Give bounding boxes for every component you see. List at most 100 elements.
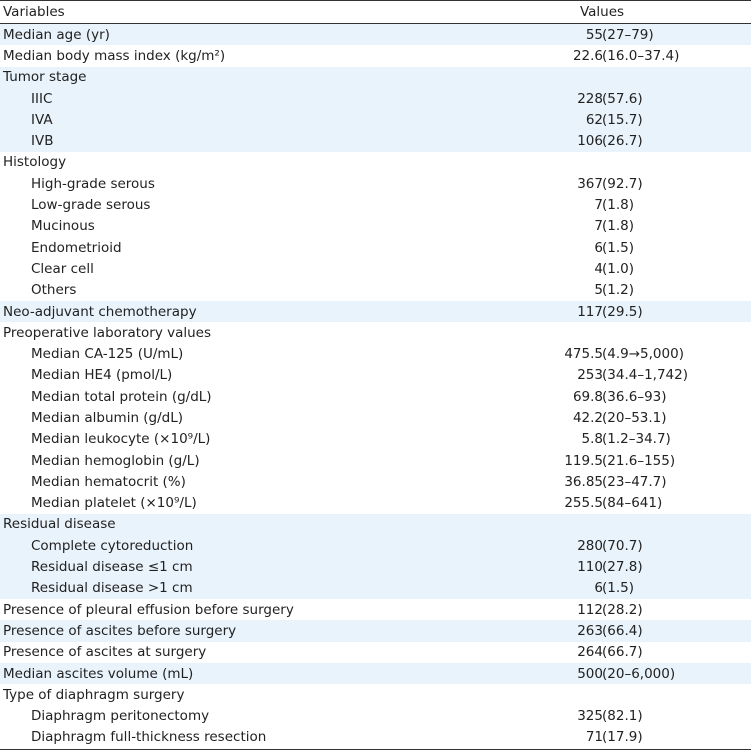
bottom-rule [0, 749, 751, 750]
header-values-cell: Values [453, 4, 751, 20]
table-row: Endometrioid 6 (1.5) [0, 237, 751, 258]
row-label: Presence of pleural effusion before surg… [3, 601, 294, 618]
table-row: Low-grade serous 7 (1.8) [0, 194, 751, 215]
header-variables: Variables [3, 4, 65, 20]
row-label: Median hematocrit (%) [31, 473, 186, 490]
row-label: Presence of ascites before surgery [3, 622, 237, 639]
row-value-number: 228 [577, 90, 603, 107]
row-label: Presence of ascites at surgery [3, 644, 207, 661]
row-value-number: 36.85 [564, 473, 603, 490]
row-value-number: 22.6 [572, 47, 603, 64]
row-label: Median CA-125 (U/mL) [31, 346, 184, 363]
row-value-number: 263 [577, 622, 603, 639]
row-label: Clear cell [31, 260, 94, 277]
row-value-number: 7 [594, 197, 603, 214]
row-value-number: 255.5 [564, 495, 603, 512]
row-value-range: (1.0) [602, 260, 635, 277]
row-value-range: (17.9) [602, 729, 643, 746]
table-row: Median albumin (g/dL) 42.2 (20–53.1) [0, 407, 751, 428]
row-label: Residual disease >1 cm [31, 580, 193, 597]
table-row: IIIC 228 (57.6) [0, 87, 751, 110]
row-label: High-grade serous [31, 175, 155, 192]
header-values: Values [579, 4, 625, 20]
row-value-number: 112 [577, 601, 603, 618]
row-value-number: 264 [577, 644, 603, 661]
row-value-number: 7 [594, 218, 603, 235]
table-row: High-grade serous 367 (92.7) [0, 173, 751, 194]
table-row: Median leukocyte (×10⁹/L) 5.8 (1.2–34.7) [0, 429, 751, 450]
row-value-number: 6 [594, 239, 603, 256]
row-label: Type of diaphragm surgery [3, 686, 185, 703]
row-label: Median HE4 (pmol/L) [31, 367, 173, 384]
table-row: Median platelet (×10⁹/L) 255.5 (84–641) [0, 493, 751, 514]
row-label: Diaphragm full-thickness resection [31, 729, 267, 746]
table-header: Variables Values [0, 1, 751, 24]
row-label: Residual disease ≤1 cm [31, 559, 193, 576]
row-label: Median total protein (g/dL) [31, 388, 212, 405]
row-value-range: (29.5) [602, 303, 643, 320]
row-label: Neo-adjuvant chemotherapy [3, 303, 197, 320]
row-value-number: 5 [594, 282, 603, 299]
table-row: Presence of ascites at surgery 264 (66.7) [0, 642, 751, 663]
table-row: Median CA-125 (U/mL) 475.5 (4.9→5,000) [0, 343, 751, 364]
row-value-number: 62 [585, 111, 603, 128]
row-value-range: (70.7) [602, 537, 643, 554]
table-row: Presence of ascites before surgery 263 (66… [0, 620, 751, 642]
row-value-number: 5.8 [581, 431, 603, 448]
row-value-range: (1.5) [602, 580, 635, 597]
table-row: Neo-adjuvant chemotherapy 117 (29.5) [0, 300, 751, 323]
row-label: Histology [3, 154, 67, 171]
table-row: Median HE4 (pmol/L) 253 (34.4–1,742) [0, 365, 751, 386]
table-row: Diaphragm peritonectomy 325 (82.1) [0, 706, 751, 727]
table-row: Median hemoglobin (g/L) 119.5 (21.6–155) [0, 450, 751, 471]
table-row: Residual disease >1 cm 6 (1.5) [0, 577, 751, 600]
row-value-number: 6 [594, 580, 603, 597]
row-value-range: (92.7) [602, 175, 643, 192]
row-label: Median leukocyte (×10⁹/L) [31, 431, 211, 448]
row-value-number: 253 [577, 367, 603, 384]
row-value-number: 280 [577, 537, 603, 554]
table-row: Others 5 (1.2) [0, 280, 751, 301]
row-value-range: (1.8) [602, 197, 635, 214]
row-label: Median albumin (g/dL) [31, 409, 184, 426]
row-value-number: 42.2 [572, 409, 603, 426]
row-label: IVB [31, 133, 54, 150]
row-value-number: 4 [594, 260, 603, 277]
row-value-range: (20–53.1) [602, 409, 667, 426]
row-value-range: (16.0–37.4) [602, 47, 680, 64]
row-value-number: 106 [577, 133, 603, 150]
row-label: Residual disease [3, 516, 116, 533]
row-label: IVA [31, 111, 53, 128]
row-label: IIIC [31, 90, 53, 107]
row-value-range: (34.4–1,742) [602, 367, 688, 384]
table-row: Median age (yr) 55 (27–79) [0, 24, 751, 46]
row-value-range: (28.2) [602, 601, 643, 618]
table-body: Median age (yr) 55 (27–79) Median body mass… [0, 24, 751, 748]
table-row: Median ascites volume (mL) 500 (20–6,000) [0, 662, 751, 685]
row-label: Diaphragm peritonectomy [31, 708, 210, 725]
row-label: Preoperative laboratory values [3, 324, 212, 341]
row-value-number: 500 [577, 665, 603, 682]
table-row: Median body mass index (kg/m²) 22.6 (16.0–… [0, 45, 751, 66]
row-value-number: 117 [577, 303, 603, 320]
row-value-range: (82.1) [602, 708, 643, 725]
row-label: Median hemoglobin (g/L) [31, 452, 200, 469]
row-value-range: (4.9→5,000) [602, 346, 684, 363]
row-label: Median body mass index (kg/m²) [3, 47, 226, 64]
row-value-range: (1.2–34.7) [602, 431, 671, 448]
table-row: Tumor stage [0, 66, 751, 88]
row-value-number: 110 [577, 559, 603, 576]
row-value-range: (1.2) [602, 282, 635, 299]
row-label: Endometrioid [31, 239, 122, 256]
row-label: Median age (yr) [3, 26, 110, 43]
row-value-range: (15.7) [602, 111, 643, 128]
row-value-number: 367 [577, 175, 603, 192]
table-row: Median hematocrit (%) 36.85 (23–47.7) [0, 471, 751, 492]
row-value-range: (84–641) [602, 495, 663, 512]
row-label: Mucinous [31, 218, 95, 235]
row-label: Complete cytoreduction [31, 537, 194, 554]
row-value-range: (23–47.7) [602, 473, 667, 490]
row-value-range: (21.6–155) [602, 452, 676, 469]
row-value-number: 69.8 [572, 388, 603, 405]
